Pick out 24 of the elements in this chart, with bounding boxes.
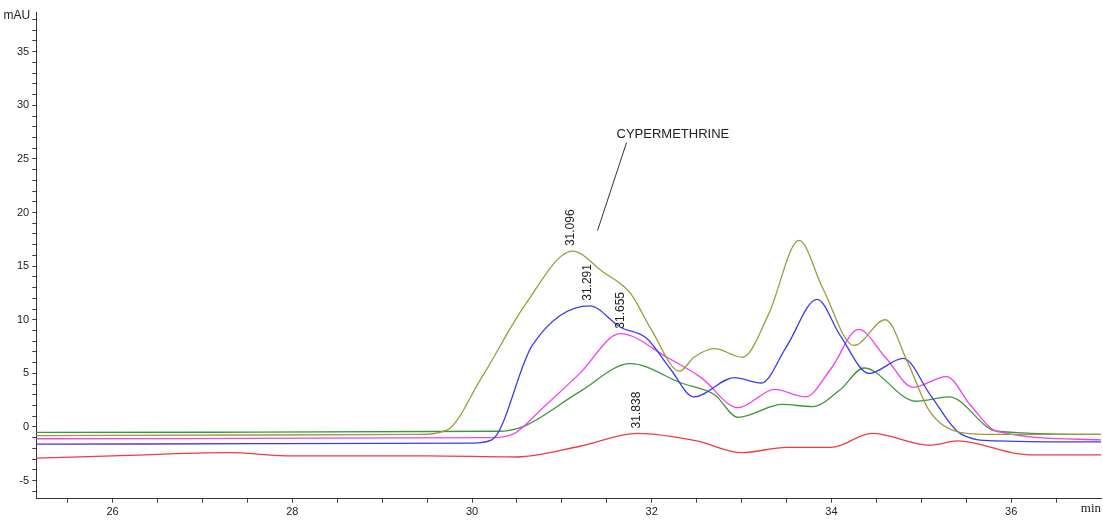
y-tick-label: 30 xyxy=(16,98,30,111)
y-tick-label: 0 xyxy=(23,419,30,432)
x-tick-label: 28 xyxy=(286,505,299,518)
y-tick-label: 25 xyxy=(16,151,30,164)
line-series xyxy=(36,432,1101,459)
x-tick-label: 32 xyxy=(645,505,658,518)
annotation: 31.291 xyxy=(580,263,595,301)
line-series xyxy=(36,328,1101,441)
x-tick-label: 26 xyxy=(106,505,119,518)
x-tick-label: 30 xyxy=(465,505,479,518)
y-tick-label: -5 xyxy=(19,473,30,486)
y-tick-label: 20 xyxy=(16,205,30,218)
x-axis-title: min xyxy=(1080,499,1102,515)
annotation: 31.838 xyxy=(629,391,644,429)
x-tick-label: 36 xyxy=(1005,505,1018,518)
y-tick-label: 35 xyxy=(16,44,30,57)
annotation: 31.096 xyxy=(562,209,577,247)
y-tick-label: 10 xyxy=(16,312,30,325)
y-tick-label: 15 xyxy=(16,259,30,272)
y-tick-label: 5 xyxy=(23,366,30,379)
annotation: 31.655 xyxy=(613,291,628,329)
annotation: CYPERMETHRINE xyxy=(616,125,730,141)
x-tick-label: 34 xyxy=(825,505,838,518)
y-axis-title: mAU xyxy=(3,8,31,23)
